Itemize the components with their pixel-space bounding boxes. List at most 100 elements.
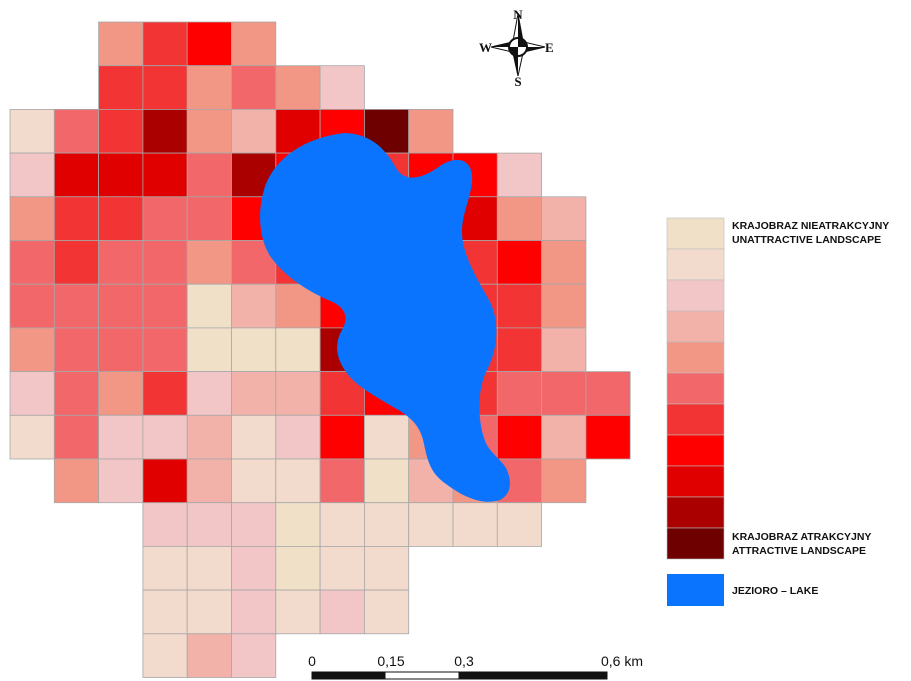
grid-cell xyxy=(142,371,188,416)
grid-cell xyxy=(98,240,144,285)
legend-swatch xyxy=(666,341,725,374)
grid-cell xyxy=(231,371,277,416)
grid-cell xyxy=(98,152,144,198)
grid-cell xyxy=(363,546,410,591)
grid-cell xyxy=(142,21,188,67)
grid-cell xyxy=(319,65,365,110)
grid-cell xyxy=(496,414,542,460)
grid-cell xyxy=(142,240,188,285)
grid-cell xyxy=(319,546,365,591)
grid-cell xyxy=(496,502,542,547)
grid-cell xyxy=(231,414,277,460)
grid-cell xyxy=(319,589,365,635)
grid-cell xyxy=(541,371,587,416)
grid-cell xyxy=(408,502,454,547)
grid-cell xyxy=(231,109,277,154)
grid-cell xyxy=(275,414,321,460)
grid-cell xyxy=(142,633,188,678)
grid-cell xyxy=(98,283,144,329)
grid-cell xyxy=(541,283,587,329)
grid-cell xyxy=(53,327,99,372)
grid-cell xyxy=(9,240,55,285)
grid-cell xyxy=(275,546,321,591)
grid-cell xyxy=(98,196,144,241)
lake-polygon xyxy=(260,133,510,502)
grid-cell xyxy=(53,240,99,285)
grid-cell xyxy=(541,458,587,504)
legend-swatch xyxy=(666,465,725,498)
grid-cell xyxy=(275,589,321,635)
grid-cell xyxy=(186,589,232,635)
grid-cell xyxy=(53,283,99,329)
grid-cell xyxy=(142,65,188,110)
grid-cell xyxy=(186,196,232,241)
grid-cell xyxy=(98,65,144,110)
grid-cell xyxy=(186,109,232,154)
grid-cell xyxy=(541,240,587,285)
grid-cell xyxy=(231,21,277,67)
grid-cell xyxy=(9,196,55,241)
grid-cell xyxy=(9,152,55,198)
legend-lake-swatch xyxy=(667,574,724,606)
grid-cell xyxy=(319,458,365,504)
scale-tick-06km: 0,6 km xyxy=(601,653,643,669)
grid-cell xyxy=(9,109,55,154)
compass-north-label: N xyxy=(513,7,523,22)
scale-tick-0: 0 xyxy=(308,653,316,669)
grid-cell xyxy=(142,283,188,329)
grid-cell xyxy=(186,633,232,678)
grid-cell xyxy=(541,327,587,372)
grid-cell xyxy=(53,196,99,241)
grid-cell xyxy=(53,152,99,198)
grid-cell xyxy=(231,65,277,110)
grid-cell xyxy=(186,371,232,416)
grid-cell xyxy=(275,65,321,110)
legend-swatch xyxy=(666,496,725,529)
grid-cell xyxy=(231,283,277,329)
grid-cell xyxy=(142,327,188,372)
legend-unattractive-label-en: UNATTRACTIVE LANDSCAPE xyxy=(732,234,881,246)
grid-cell xyxy=(186,283,232,329)
grid-cell xyxy=(585,414,631,460)
grid-cell xyxy=(363,414,410,460)
grid-cell xyxy=(541,414,587,460)
grid-cell xyxy=(275,371,321,416)
scale-tick-015: 0,15 xyxy=(377,653,404,669)
grid-cell xyxy=(496,240,542,285)
grid-cell xyxy=(275,502,321,547)
grid-cell xyxy=(142,414,188,460)
legend-swatch xyxy=(666,310,725,343)
grid-cell xyxy=(53,109,99,154)
grid-cells xyxy=(9,21,631,678)
grid-cell xyxy=(585,371,631,416)
grid-cell xyxy=(363,502,410,547)
grid-cell xyxy=(142,196,188,241)
grid-cell xyxy=(98,327,144,372)
legend-swatch xyxy=(666,217,725,250)
grid-cell xyxy=(496,283,542,329)
grid-cell xyxy=(231,502,277,547)
grid-cell xyxy=(363,589,410,635)
legend-color-ramp xyxy=(666,217,725,560)
compass-east-label: E xyxy=(545,40,554,55)
grid-cell xyxy=(53,371,99,416)
grid-cell xyxy=(9,327,55,372)
legend-attractive-label-pl: KRAJOBRAZ ATRAKCYJNY xyxy=(732,531,871,543)
grid-cell xyxy=(231,458,277,504)
grid-cell xyxy=(142,152,188,198)
grid-cell xyxy=(275,458,321,504)
grid-cell xyxy=(319,414,365,460)
grid-cell xyxy=(98,414,144,460)
grid-cell xyxy=(496,371,542,416)
legend-attractive-label-en: ATTRACTIVE LANDSCAPE xyxy=(732,545,866,557)
grid-cell xyxy=(186,152,232,198)
grid-cell xyxy=(496,196,542,241)
grid-cell xyxy=(496,327,542,372)
grid-cell xyxy=(142,458,188,504)
grid-cell xyxy=(98,371,144,416)
grid-cell xyxy=(9,283,55,329)
grid-cell xyxy=(452,502,498,547)
compass-rose: N S E W xyxy=(479,7,554,89)
grid-cell xyxy=(142,589,188,635)
